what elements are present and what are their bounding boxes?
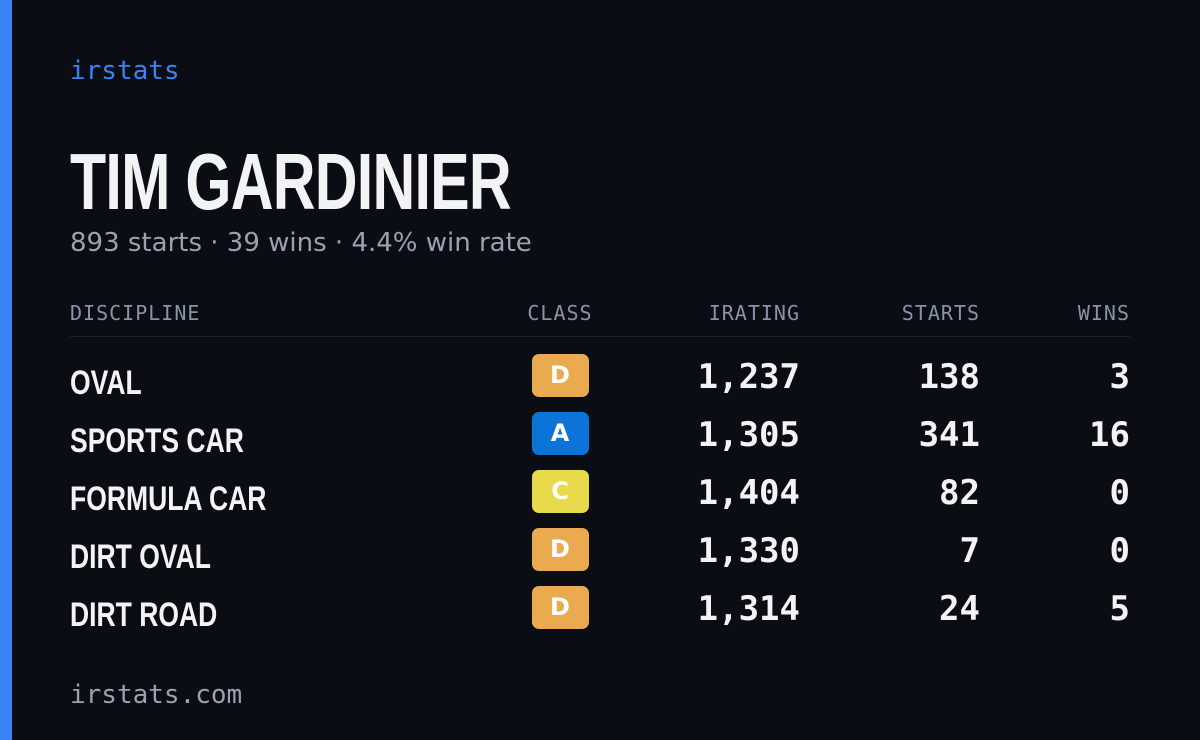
starts: 82 [939,473,980,513]
summary: 893 starts · 39 wins · 4.4% win rate [70,228,532,258]
column-header: CLASS [527,301,593,325]
starts: 24 [939,589,980,629]
class-badge: A [531,412,589,455]
discipline: DIRT OVAL [70,538,211,576]
wins: 16 [1089,415,1130,455]
column-header: STARTS [901,301,980,325]
irating: 1,314 [697,589,800,629]
column-header: IRATING [708,301,800,325]
driver-name: TIM GARDINIER [70,137,512,226]
class-badge: C [531,470,589,513]
wins: 3 [1109,357,1130,397]
irating: 1,305 [697,415,800,455]
class-badge: D [531,528,589,571]
column-header: WINS [1077,301,1130,325]
wins: 5 [1109,589,1130,629]
column-header: DISCIPLINE [70,301,201,325]
footer-site: irstats.com [70,680,243,710]
discipline: SPORTS CAR [70,422,244,460]
header-rule [70,336,1130,337]
starts: 138 [918,357,980,397]
starts: 341 [918,415,980,455]
wins: 0 [1109,473,1130,513]
irating: 1,404 [697,473,800,513]
irating: 1,237 [697,357,800,397]
discipline: DIRT ROAD [70,596,218,634]
wins: 0 [1109,531,1130,571]
starts: 7 [959,531,980,571]
class-badge: D [531,586,589,629]
discipline: OVAL [70,364,142,402]
irating: 1,330 [697,531,800,571]
brand: irstats [70,56,180,86]
accent-bar [0,0,12,740]
class-badge: D [531,354,589,397]
discipline: FORMULA CAR [70,480,267,518]
